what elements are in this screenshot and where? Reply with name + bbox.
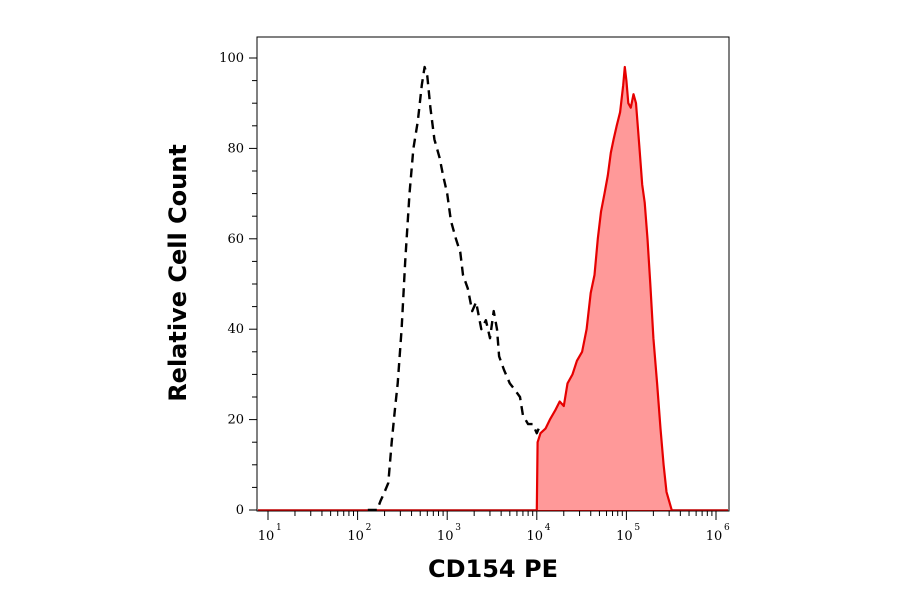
x-tick-exponent: 5 <box>634 523 640 533</box>
x-tick-exponent: 6 <box>724 523 730 533</box>
x-tick-label: 10 <box>347 529 364 544</box>
y-tick-label: 0 <box>236 503 244 518</box>
y-tick-label: 60 <box>227 232 244 247</box>
y-tick-label: 100 <box>219 51 244 66</box>
x-tick-exponent: 2 <box>366 523 372 533</box>
plot-frame <box>256 36 730 512</box>
x-tick-label: 10 <box>258 529 275 544</box>
y-tick-label: 20 <box>227 413 244 428</box>
x-tick-exponent: 4 <box>545 523 551 533</box>
y-axis-title: Relative Cell Count <box>164 144 192 402</box>
x-tick-label: 10 <box>437 529 454 544</box>
x-tick-label: 10 <box>527 529 544 544</box>
series-layer <box>258 65 728 512</box>
x-axis-title: CD154 PE <box>428 555 558 583</box>
y-tick-label: 40 <box>227 322 244 337</box>
x-tick-label: 10 <box>616 529 633 544</box>
series-line-1 <box>535 65 673 511</box>
y-axis: 0 20 40 60 80 100 <box>219 51 257 518</box>
x-tick-label: 10 <box>706 529 723 544</box>
x-tick-exponent: 3 <box>455 523 461 533</box>
y-tick-label: 80 <box>227 141 244 156</box>
x-tick-exponent: 1 <box>276 523 282 533</box>
series-fill-1 <box>536 67 672 510</box>
series-line-0 <box>367 65 540 512</box>
